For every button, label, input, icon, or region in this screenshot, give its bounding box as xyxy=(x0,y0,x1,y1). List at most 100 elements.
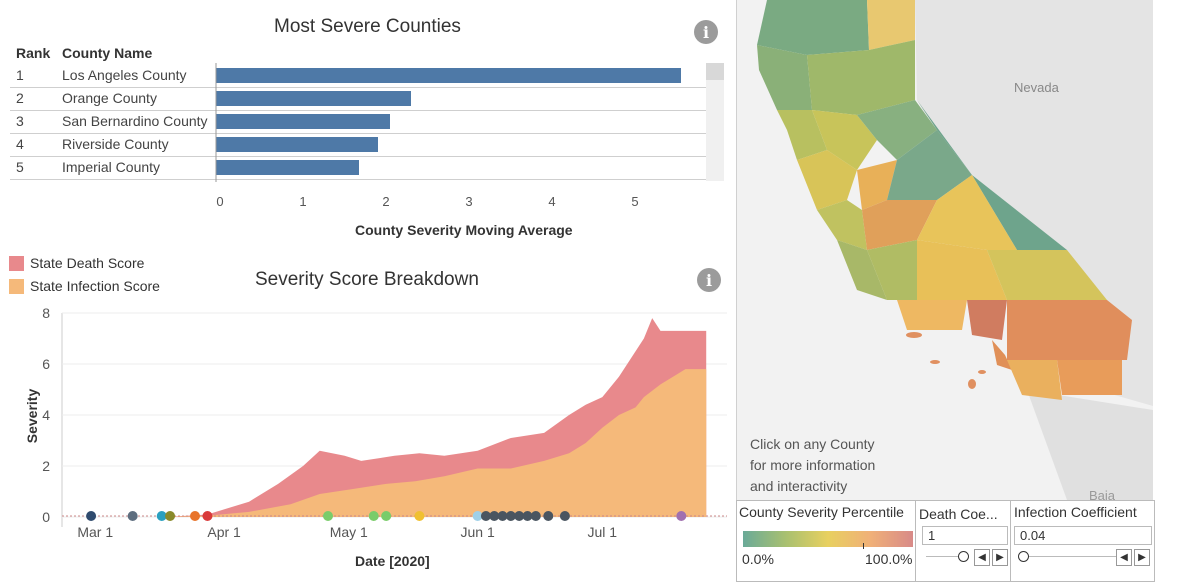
county-shape[interactable] xyxy=(967,300,1007,340)
county-shape[interactable] xyxy=(797,150,857,210)
percentile-gradient xyxy=(743,531,913,547)
legend-death-label[interactable]: State Death Score xyxy=(30,255,145,271)
event-marker[interactable] xyxy=(489,511,500,521)
info-icon[interactable]: i xyxy=(694,20,718,44)
severity-bar[interactable] xyxy=(216,114,391,129)
county-shape[interactable] xyxy=(887,130,972,200)
infection-coef-slider-thumb[interactable] xyxy=(1018,551,1029,562)
death-coef-next-button[interactable]: ▶ xyxy=(992,549,1008,566)
county-shape[interactable] xyxy=(917,175,1017,250)
event-marker[interactable] xyxy=(480,511,491,521)
x-tick-label: 1 xyxy=(299,194,306,209)
event-marker[interactable] xyxy=(368,511,379,521)
county-shape[interactable] xyxy=(897,300,967,330)
county-shape[interactable] xyxy=(1007,360,1062,400)
hint-line: Click on any County xyxy=(750,436,875,452)
island-shape xyxy=(930,360,940,364)
county-name: Riverside County xyxy=(62,136,169,152)
death-coef-slider-thumb[interactable] xyxy=(958,551,969,562)
bottom-chart-title: Severity Score Breakdown xyxy=(255,269,479,290)
rank-value: 5 xyxy=(16,159,24,175)
x-axis-title: Date [2020] xyxy=(355,553,430,569)
county-name: Los Angeles County xyxy=(62,67,187,83)
table-row[interactable]: 5 Imperial County xyxy=(10,156,706,180)
county-shape[interactable] xyxy=(867,240,917,300)
infection-coef-prev-button[interactable]: ◀ xyxy=(1116,549,1132,566)
death-coefficient-panel: Death Coe... 1 ◀ ▶ xyxy=(915,500,1012,582)
info-icon[interactable]: i xyxy=(697,268,721,292)
event-marker[interactable] xyxy=(381,511,392,521)
severity-bar[interactable] xyxy=(216,91,412,106)
legend-death-swatch xyxy=(9,256,24,271)
baja-label: Baja xyxy=(1089,488,1116,500)
map-hint: Click on any County for more information… xyxy=(750,434,875,497)
infection-coef-next-button[interactable]: ▶ xyxy=(1134,549,1150,566)
county-shape[interactable] xyxy=(757,45,812,110)
legend-infection-swatch xyxy=(9,279,24,294)
county-name: Orange County xyxy=(62,90,157,106)
severity-area-chart[interactable]: 8 6 4 2 0 Mar 1 Apr 1 May 1 Jun 1 Jul 1 xyxy=(0,295,736,581)
x-tick-label: 5 xyxy=(631,194,638,209)
event-marker[interactable] xyxy=(497,511,508,521)
severity-bar[interactable] xyxy=(216,68,681,83)
county-shape[interactable] xyxy=(1007,300,1132,360)
severity-bar[interactable] xyxy=(216,137,378,152)
event-marker[interactable] xyxy=(165,511,176,521)
event-marker[interactable] xyxy=(156,511,167,521)
death-coef-prev-button[interactable]: ◀ xyxy=(974,549,990,566)
infection-coef-slider-track[interactable] xyxy=(1021,556,1116,557)
event-marker[interactable] xyxy=(530,511,541,521)
y-tick-label: 6 xyxy=(42,356,50,372)
panel-divider xyxy=(736,0,737,581)
infection-score-area[interactable] xyxy=(62,369,707,517)
event-marker[interactable] xyxy=(559,511,570,521)
county-shape[interactable] xyxy=(867,0,915,50)
table-row[interactable]: 3 San Bernardino County xyxy=(10,110,706,134)
county-shape[interactable] xyxy=(917,240,1007,300)
event-marker[interactable] xyxy=(414,511,425,521)
event-marker[interactable] xyxy=(505,511,516,521)
event-marker[interactable] xyxy=(202,511,213,521)
severity-bar[interactable] xyxy=(216,160,359,175)
death-coef-slider-track[interactable] xyxy=(926,556,968,557)
event-marker[interactable] xyxy=(323,511,333,521)
infection-coef-input[interactable]: 0.04 xyxy=(1014,526,1152,545)
y-tick-label: 8 xyxy=(42,305,50,321)
island-shape xyxy=(906,332,922,338)
y-tick-label: 2 xyxy=(42,458,50,474)
county-shape[interactable] xyxy=(857,160,897,210)
x-tick-label: Jun 1 xyxy=(461,524,495,540)
x-tick-label: Mar 1 xyxy=(77,524,113,540)
california-county-map[interactable]: Nevada Baja xyxy=(737,0,1200,500)
event-marker[interactable] xyxy=(514,511,525,521)
scrollbar-thumb[interactable] xyxy=(706,63,724,80)
legend-infection-label[interactable]: State Infection Score xyxy=(30,278,160,294)
county-name: San Bernardino County xyxy=(62,113,208,129)
county-shape[interactable] xyxy=(807,40,915,115)
death-coef-input[interactable]: 1 xyxy=(922,526,1008,545)
county-shape[interactable] xyxy=(777,110,827,160)
percentile-title: County Severity Percentile xyxy=(739,504,904,520)
event-marker[interactable] xyxy=(676,511,687,521)
county-shape[interactable] xyxy=(987,250,1107,300)
rank-value: 3 xyxy=(16,113,24,129)
table-row[interactable]: 4 Riverside County xyxy=(10,133,706,157)
county-shape[interactable] xyxy=(757,0,869,55)
x-tick-label: Apr 1 xyxy=(207,524,241,540)
county-shape[interactable] xyxy=(817,200,867,250)
event-marker[interactable] xyxy=(127,511,138,521)
county-shape[interactable] xyxy=(992,340,1012,370)
event-marker[interactable] xyxy=(86,511,97,521)
county-shape[interactable] xyxy=(1057,360,1122,395)
event-marker[interactable] xyxy=(522,511,533,521)
county-shape[interactable] xyxy=(812,110,877,170)
event-marker[interactable] xyxy=(543,511,554,521)
table-row[interactable]: 2 Orange County xyxy=(10,87,706,111)
table-scrollbar[interactable] xyxy=(706,63,724,181)
county-name-header: County Name xyxy=(62,45,153,61)
event-marker[interactable] xyxy=(190,511,200,521)
county-shape[interactable] xyxy=(837,240,887,300)
table-row[interactable]: 1 Los Angeles County xyxy=(10,64,706,88)
percentile-legend-panel: County Severity Percentile 0.0% 100.0% xyxy=(736,500,917,582)
event-marker[interactable] xyxy=(472,511,483,521)
